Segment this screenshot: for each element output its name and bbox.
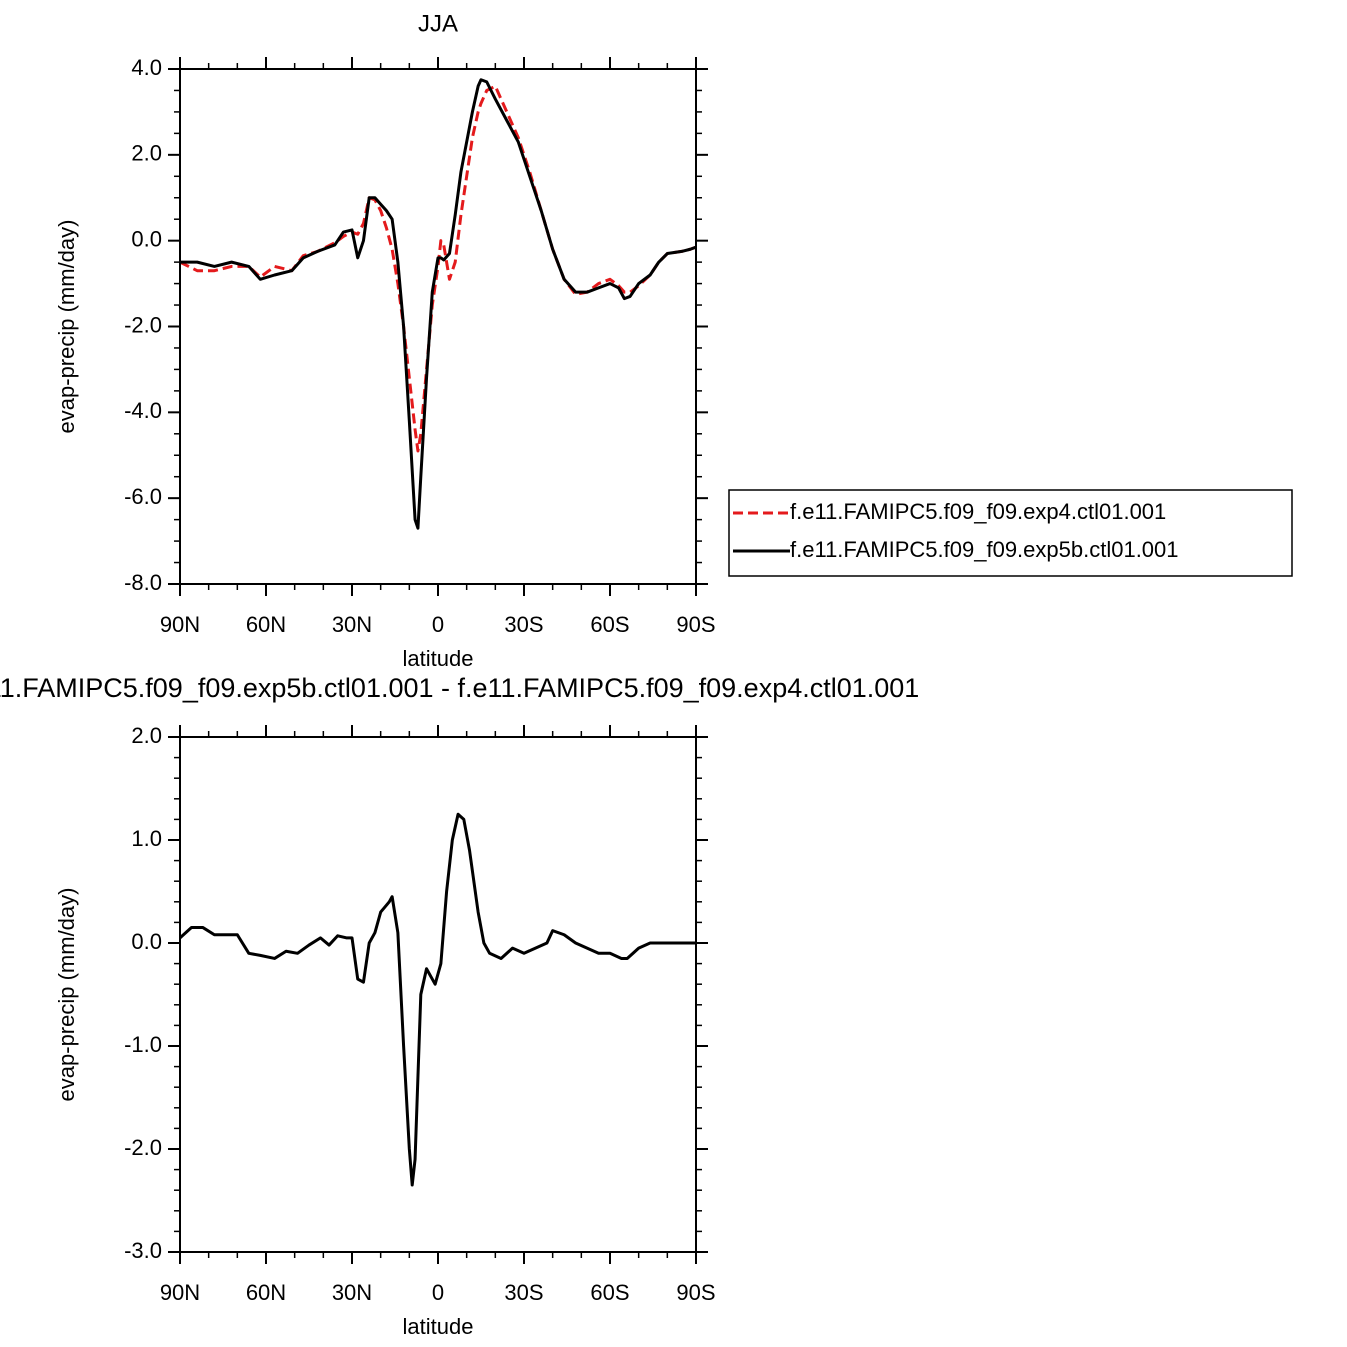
plot-frame: [179, 68, 697, 585]
x-tick-label: 60N: [246, 612, 286, 637]
x-tick-label: 0: [432, 1280, 444, 1305]
x-tick-label: 90S: [676, 1280, 715, 1305]
y-tick-label: 0.0: [131, 929, 162, 954]
x-tick-label: 60N: [246, 1280, 286, 1305]
x-tick-label: 30N: [332, 612, 372, 637]
y-tick-label: -6.0: [124, 484, 162, 509]
x-tick-label: 90N: [160, 1280, 200, 1305]
y-tick-label: 2.0: [131, 141, 162, 166]
x-tick-label: 0: [432, 612, 444, 637]
y-tick-label: 1.0: [131, 826, 162, 851]
chart-title: JJA: [418, 10, 458, 37]
x-tick-label: 60S: [590, 612, 629, 637]
x-tick-label: 30S: [504, 1280, 543, 1305]
legend-label: f.e11.FAMIPC5.f09_f09.exp4.ctl01.001: [790, 499, 1166, 524]
x-axis-label: latitude: [403, 646, 474, 671]
y-tick-label: 0.0: [131, 226, 162, 251]
x-tick-label: 30S: [504, 612, 543, 637]
data-line: [179, 84, 697, 453]
chart-title: f.e11.FAMIPC5.f09_f09.exp5b.ctl01.001 - …: [0, 673, 919, 703]
x-tick-label: 60S: [590, 1280, 629, 1305]
data-line: [180, 78, 697, 530]
x-tick-label: 30N: [332, 1280, 372, 1305]
legend-label: f.e11.FAMIPC5.f09_f09.exp5b.ctl01.001: [790, 537, 1179, 562]
y-tick-label: -1.0: [124, 1032, 162, 1057]
x-tick-label: 90S: [676, 612, 715, 637]
y-axis-label: evap-precip (mm/day): [54, 220, 79, 434]
y-axis-label: evap-precip (mm/day): [54, 888, 79, 1102]
y-tick-label: -2.0: [124, 312, 162, 337]
y-tick-label: -4.0: [124, 398, 162, 423]
y-tick-label: -2.0: [124, 1135, 162, 1160]
data-line: [178, 812, 696, 1187]
legend-box: [728, 489, 1293, 577]
y-tick-label: 4.0: [131, 55, 162, 80]
plot-frame: [179, 736, 697, 1253]
x-axis-label: latitude: [403, 1314, 474, 1339]
y-tick-label: -8.0: [124, 570, 162, 595]
y-tick-label: -3.0: [124, 1238, 162, 1263]
y-tick-label: 2.0: [131, 723, 162, 748]
x-tick-label: 90N: [160, 612, 200, 637]
